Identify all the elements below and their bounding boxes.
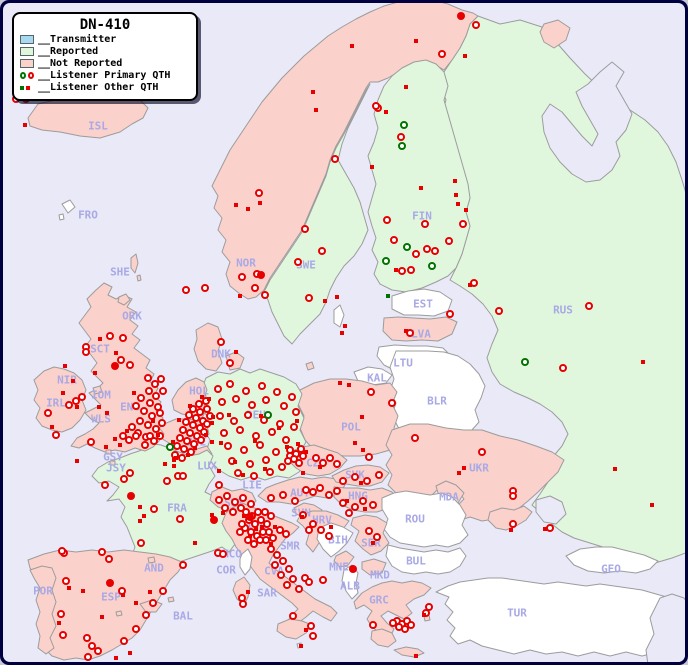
country-shape-caspian — [645, 593, 685, 662]
europe-map-svg — [3, 3, 685, 662]
country-shape-rou — [381, 490, 469, 548]
country-shape-malta — [296, 642, 303, 649]
legend-item-label: __Not Reported — [38, 57, 123, 69]
legend-rows: __Transmitter __Reported __Not Reported __L… — [20, 34, 190, 93]
legend-swatch — [20, 47, 34, 56]
legend-item: __Listener Other QTH — [20, 82, 190, 93]
country-shape-geo — [565, 546, 659, 574]
legend-item: __Listener Primary QTH — [20, 70, 190, 81]
country-shape-ork — [117, 293, 131, 306]
legend-item-label: __Listener Other QTH — [38, 81, 159, 93]
country-shape-ukr — [385, 423, 565, 522]
legend-item: __Reported — [20, 46, 190, 57]
country-shape-fro2 — [58, 213, 65, 221]
country-shape-crimea — [487, 505, 533, 531]
country-shape-iom — [92, 385, 103, 395]
country-shape-kanin — [539, 19, 571, 49]
country-shape-aeg — [423, 614, 431, 622]
legend-item-label: __Reported — [38, 45, 99, 57]
country-shape-deu — [201, 368, 307, 481]
legend-item-label: __Listener Primary QTH — [38, 69, 171, 81]
country-shape-mne — [333, 550, 355, 568]
country-shape-azov — [535, 495, 567, 525]
country-shape-gsy — [105, 449, 112, 455]
country-shape-and — [147, 556, 156, 564]
legend-item: __Not Reported — [20, 58, 190, 69]
country-shape-jsy — [109, 460, 116, 466]
country-shape-she2 — [136, 274, 142, 282]
country-shape-dnk — [193, 322, 223, 372]
europe-map[interactable]: ISL FRO SHE ORK SCT NIR IOM IRL ENG WLS GSY JSY DNK N… — [3, 3, 685, 662]
country-shape-swe — [263, 83, 371, 345]
country-shape-bih — [316, 522, 354, 558]
legend-square-icons — [20, 85, 34, 90]
legend-item: __Transmitter — [20, 34, 190, 45]
country-shape-she — [130, 253, 139, 274]
country-shape-mkd — [361, 558, 387, 576]
country-shape-bal3 — [115, 610, 123, 617]
country-shape-irl — [33, 366, 87, 433]
country-shape-por — [29, 565, 57, 655]
country-shape-ser — [350, 514, 390, 556]
legend-circle-icons — [20, 72, 34, 79]
country-shape-pol — [297, 378, 399, 457]
country-shape-fin — [367, 59, 471, 293]
country-shape-whitesea — [541, 61, 633, 183]
country-shape-pelo — [370, 628, 397, 648]
legend-box: DN-410 __Transmitter __Reported __Not Repo… — [12, 12, 198, 101]
country-shape-born — [305, 361, 315, 371]
country-shape-fro — [61, 199, 76, 214]
country-shape-bal2 — [167, 596, 175, 603]
country-shape-cor — [239, 548, 253, 576]
country-shape-nor — [211, 3, 479, 300]
country-shape-gotland — [333, 304, 345, 328]
legend-title: DN-410 — [79, 17, 131, 33]
legend-swatch — [20, 35, 34, 44]
country-shape-bul — [385, 544, 467, 575]
country-shape-lva — [382, 316, 458, 342]
legend-swatch — [20, 59, 34, 68]
legend-item-label: __Transmitter — [38, 33, 117, 45]
